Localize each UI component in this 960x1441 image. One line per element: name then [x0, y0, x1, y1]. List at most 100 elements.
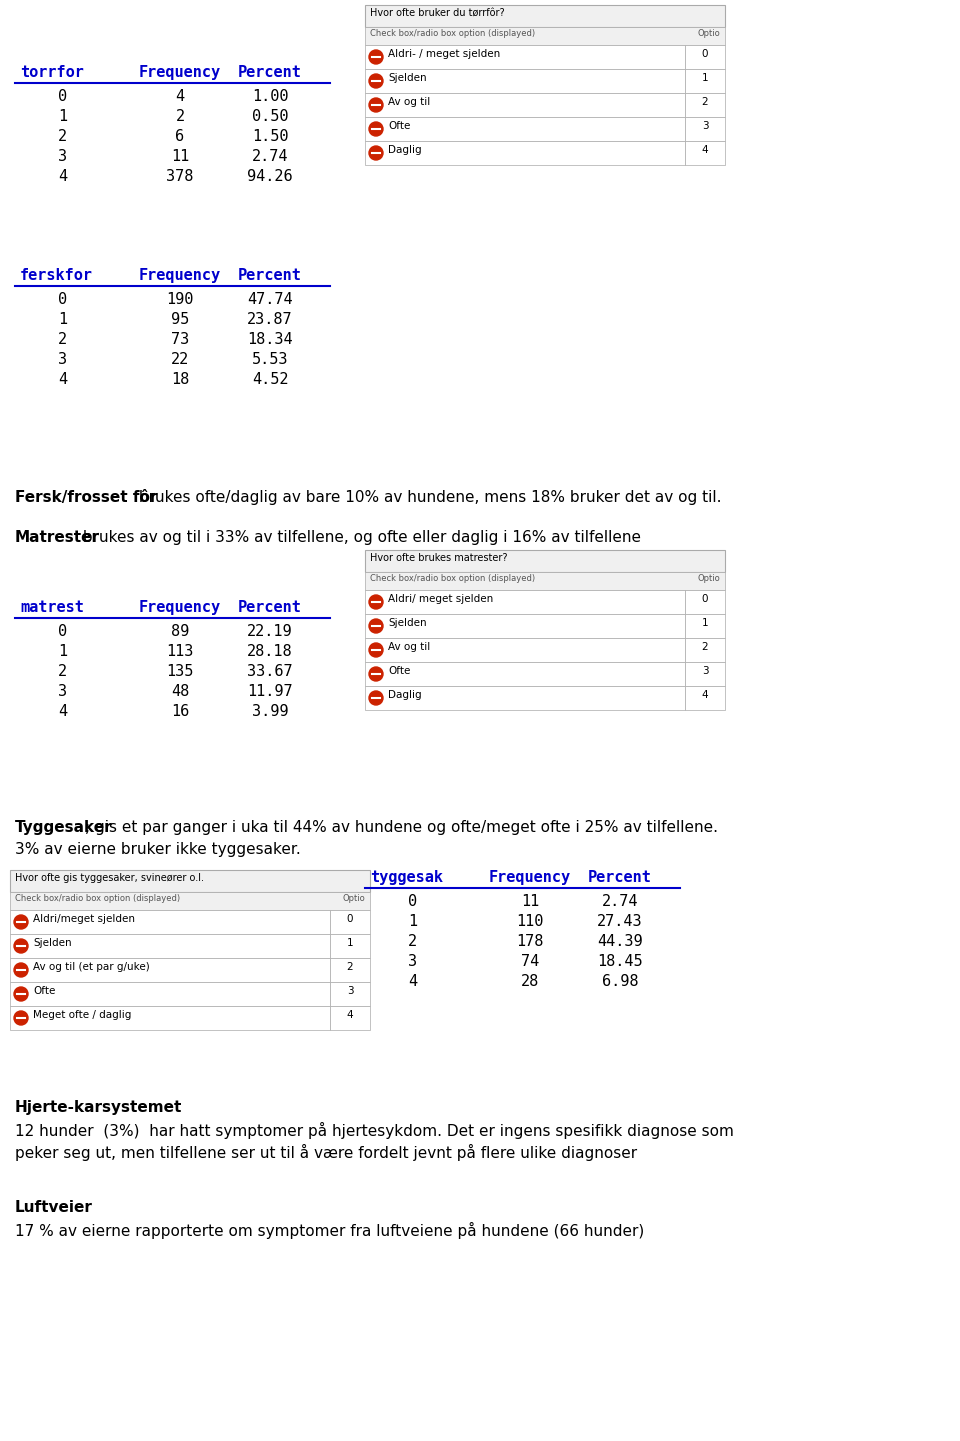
Text: Sjelden: Sjelden	[33, 938, 72, 948]
Text: 6: 6	[176, 130, 184, 144]
Bar	[685, 661, 725, 686]
Text: 33.67: 33.67	[247, 664, 293, 679]
Text: 2.74: 2.74	[252, 148, 288, 164]
Text: 2: 2	[176, 110, 184, 124]
Text: 3: 3	[702, 121, 708, 131]
Bar	[330, 934, 370, 958]
Text: 2: 2	[702, 97, 708, 107]
Circle shape	[14, 915, 28, 929]
Text: 4: 4	[58, 705, 67, 719]
Text: 22: 22	[171, 352, 189, 367]
Bar	[685, 141, 725, 166]
Text: 378: 378	[166, 169, 194, 184]
Bar	[685, 117, 725, 141]
Circle shape	[14, 1012, 28, 1025]
Text: 74: 74	[521, 954, 540, 968]
Bar	[365, 589, 685, 614]
Text: Check box/radio box option (displayed): Check box/radio box option (displayed)	[15, 893, 180, 904]
Text: Hvor ofte bruker du tørrfôr?: Hvor ofte bruker du tørrfôr?	[370, 9, 505, 17]
Text: 11: 11	[521, 893, 540, 909]
Text: 1: 1	[408, 914, 417, 929]
Bar	[685, 69, 725, 94]
Bar	[685, 638, 725, 661]
Text: 0.50: 0.50	[252, 110, 288, 124]
Text: 3% av eierne bruker ikke tyggesaker.: 3% av eierne bruker ikke tyggesaker.	[15, 842, 300, 857]
Text: 4: 4	[347, 1010, 353, 1020]
Text: Optio: Optio	[343, 893, 365, 904]
Text: 0: 0	[58, 89, 67, 104]
Text: 3: 3	[347, 986, 353, 996]
Text: brukes ofte/daglig av bare 10% av hundene, mens 18% bruker det av og til.: brukes ofte/daglig av bare 10% av hunden…	[134, 490, 722, 504]
Bar	[10, 981, 330, 1006]
Text: 3: 3	[58, 352, 67, 367]
Text: Hvor ofte brukes matrester?: Hvor ofte brukes matrester?	[370, 553, 508, 563]
Bar	[365, 45, 685, 69]
Bar	[365, 614, 685, 638]
Text: 4.52: 4.52	[252, 372, 288, 388]
Circle shape	[369, 620, 383, 633]
Text: 2.74: 2.74	[602, 893, 638, 909]
Text: 4: 4	[702, 146, 708, 156]
Text: 0: 0	[58, 624, 67, 638]
Text: 2: 2	[408, 934, 417, 950]
Bar	[685, 614, 725, 638]
Bar	[365, 686, 685, 710]
Bar	[365, 117, 685, 141]
Text: 73: 73	[171, 331, 189, 347]
Bar	[330, 958, 370, 981]
Text: peker seg ut, men tilfellene ser ut til å være fordelt jevnt på flere ulike diag: peker seg ut, men tilfellene ser ut til …	[15, 1144, 637, 1161]
Text: 23.87: 23.87	[247, 313, 293, 327]
Text: Sjelden: Sjelden	[388, 618, 426, 628]
Circle shape	[369, 98, 383, 112]
Text: tyggesak: tyggesak	[370, 870, 443, 885]
Bar	[10, 934, 330, 958]
Text: 95: 95	[171, 313, 189, 327]
Text: 0: 0	[702, 594, 708, 604]
Text: 1: 1	[702, 618, 708, 628]
Text: 4: 4	[408, 974, 417, 989]
Text: 3: 3	[702, 666, 708, 676]
Text: Check box/radio box option (displayed): Check box/radio box option (displayed)	[370, 29, 535, 37]
Text: 4: 4	[176, 89, 184, 104]
Text: 22.19: 22.19	[247, 624, 293, 638]
Text: 47.74: 47.74	[247, 293, 293, 307]
Bar	[685, 94, 725, 117]
Bar	[685, 686, 725, 710]
Text: 11: 11	[171, 148, 189, 164]
Text: Av og til: Av og til	[388, 97, 430, 107]
Bar	[685, 589, 725, 614]
Text: 3: 3	[58, 684, 67, 699]
Text: 0: 0	[408, 893, 417, 909]
Text: Matrester: Matrester	[15, 530, 100, 545]
Text: Frequency: Frequency	[139, 65, 221, 81]
Text: Aldri/meget sjelden: Aldri/meget sjelden	[33, 914, 135, 924]
Bar	[330, 1006, 370, 1030]
Bar	[365, 661, 685, 686]
Bar	[10, 958, 330, 981]
Text: matrest: matrest	[20, 599, 84, 615]
Text: Frequency: Frequency	[139, 599, 221, 615]
Text: 48: 48	[171, 684, 189, 699]
Text: Percent: Percent	[238, 65, 302, 81]
Circle shape	[369, 73, 383, 88]
Text: 16: 16	[171, 705, 189, 719]
Bar	[365, 69, 685, 94]
Text: Hvor ofte gis tyggesaker, svineører o.l.: Hvor ofte gis tyggesaker, svineører o.l.	[15, 873, 204, 883]
Text: Daglig: Daglig	[388, 146, 421, 156]
Text: 113: 113	[166, 644, 194, 659]
Text: Frequency: Frequency	[489, 870, 571, 885]
Text: Av og til (et par g/uke): Av og til (et par g/uke)	[33, 963, 150, 973]
Text: 0: 0	[347, 914, 353, 924]
Text: Optio: Optio	[697, 574, 720, 584]
Text: 94.26: 94.26	[247, 169, 293, 184]
Bar	[330, 911, 370, 934]
Text: 1: 1	[702, 73, 708, 84]
Text: Ofte: Ofte	[388, 121, 410, 131]
Circle shape	[14, 963, 28, 977]
Text: Ofte: Ofte	[33, 986, 56, 996]
Text: 190: 190	[166, 293, 194, 307]
Bar	[365, 638, 685, 661]
Text: Sjelden: Sjelden	[388, 73, 426, 84]
Text: 44.39: 44.39	[597, 934, 643, 950]
Text: Daglig: Daglig	[388, 690, 421, 700]
